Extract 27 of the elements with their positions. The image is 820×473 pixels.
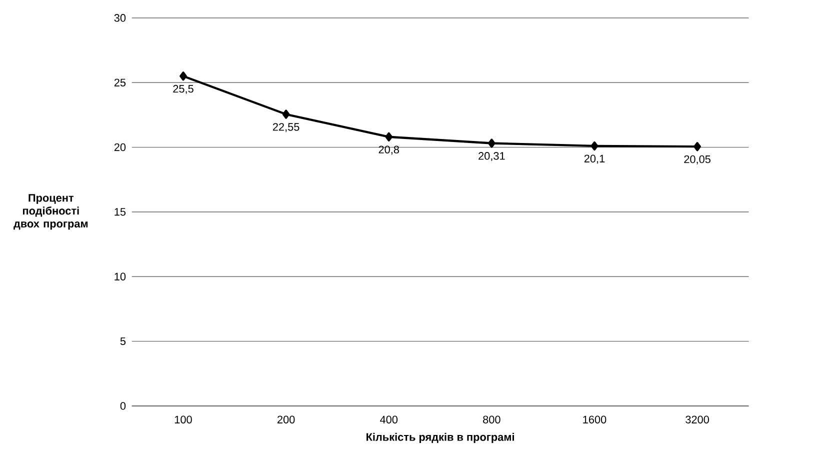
x-axis-title: Кількість рядків в програмі	[366, 433, 514, 444]
x-tick-label: 400	[380, 416, 398, 424]
y-tick-label: 0	[120, 402, 126, 410]
x-tick-label: 200	[278, 416, 295, 424]
y-tick-label: 25	[114, 78, 126, 87]
y-axis-title: Процент подібності двох програм	[14, 194, 88, 230]
data-label: 20,8	[378, 146, 399, 155]
x-tick-label: 100	[174, 416, 192, 424]
point	[488, 138, 496, 148]
point	[590, 142, 598, 151]
x-tick-label: 800	[483, 416, 500, 424]
y-tick-label: 20	[114, 144, 126, 152]
y-tick-label: 30	[114, 14, 126, 22]
point	[694, 142, 701, 152]
data-label: 20,05	[684, 156, 710, 165]
data-label: 20,1	[584, 154, 605, 164]
data-label: 25,5	[173, 85, 194, 94]
y-tick-label: 5	[120, 338, 126, 346]
data-label: 20,31	[478, 152, 505, 162]
point	[385, 132, 393, 142]
x-tick-label: 1600	[583, 416, 606, 424]
point	[180, 72, 187, 81]
data-label: 22,55	[272, 123, 300, 132]
y-tick-label: 15	[114, 208, 126, 216]
y-tick-label: 10	[114, 272, 126, 281]
point	[282, 110, 290, 120]
x-tick-label: 3200	[686, 416, 709, 424]
